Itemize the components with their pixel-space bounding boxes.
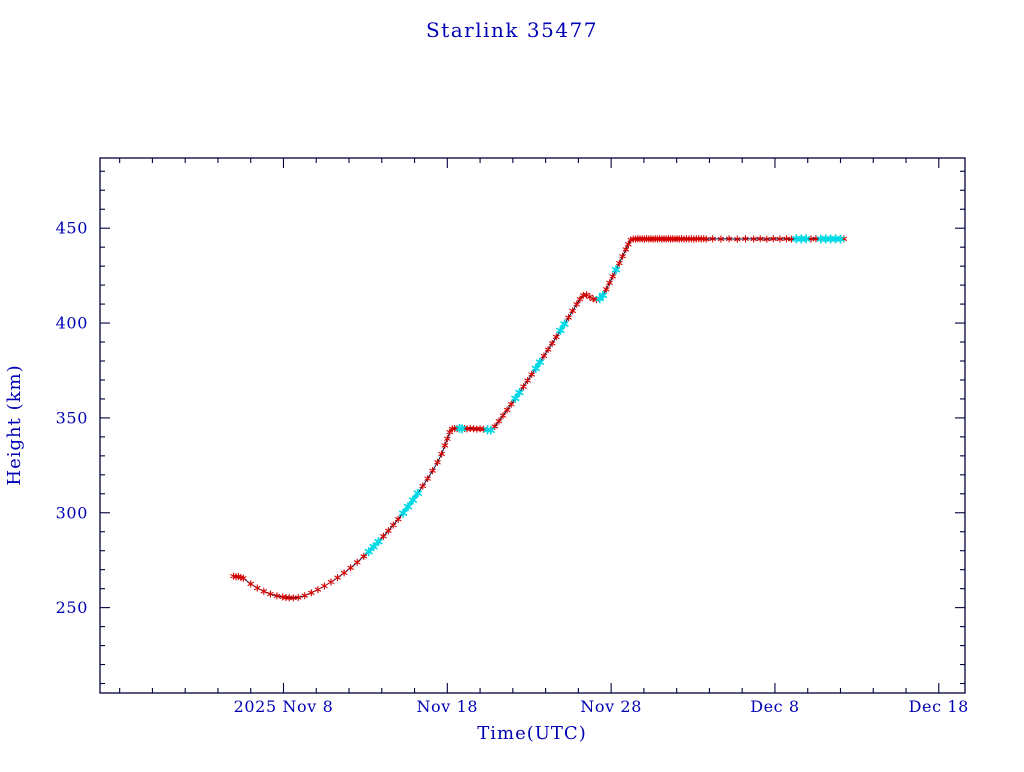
red-asterisk-marker	[610, 273, 615, 279]
red-asterisk-marker	[439, 451, 444, 457]
x-tick-label: Dec 8	[750, 697, 800, 716]
x-tick-label: 2025 Nov 8	[234, 697, 334, 716]
red-asterisk-marker	[341, 570, 346, 576]
y-tick-label: 250	[56, 598, 88, 617]
height-line	[234, 239, 844, 598]
cyan-asterisk-marker	[613, 266, 620, 274]
red-asterisk-marker	[445, 436, 450, 442]
red-asterisk-marker	[315, 587, 320, 593]
red-asterisk-marker	[335, 575, 340, 581]
y-axis-label: Height (km)	[4, 364, 25, 485]
red-asterisk-marker	[248, 581, 253, 587]
y-tick-label: 450	[56, 219, 88, 238]
chart-title: Starlink 35477	[426, 18, 598, 42]
cyan-highlight-segment	[403, 493, 418, 513]
y-tick-label: 400	[56, 314, 88, 333]
red-asterisk-marker	[261, 588, 266, 594]
x-tick-label: Dec 18	[909, 697, 969, 716]
x-tick-label: Nov 18	[416, 697, 478, 716]
red-asterisk-marker	[255, 585, 260, 591]
red-asterisk-marker	[620, 253, 625, 259]
red-asterisk-marker	[302, 593, 307, 599]
y-tick-label: 350	[56, 408, 88, 427]
x-axis-label: Time(UTC)	[477, 723, 586, 744]
red-asterisk-marker	[604, 286, 609, 292]
y-tick-label: 300	[56, 503, 88, 522]
red-asterisk-marker	[435, 459, 440, 465]
red-asterisk-marker	[607, 280, 612, 286]
red-asterisk-marker	[623, 246, 628, 252]
red-asterisk-marker	[626, 241, 631, 247]
x-tick-label: Nov 28	[580, 697, 642, 716]
plot-frame-and-axes: 2025 Nov 8 Nov 18 Nov 28 Dec 8 Dec 18 250 300 3…	[56, 158, 969, 716]
red-asterisk-marker	[617, 260, 622, 266]
height-data-series	[231, 235, 847, 601]
red-asterisk-marker	[322, 583, 327, 589]
red-asterisk-marker	[328, 579, 333, 585]
red-asterisk-marker	[268, 591, 273, 597]
red-asterisk-marker	[309, 590, 314, 596]
red-asterisk-marker	[587, 294, 592, 300]
red-asterisk-marker	[442, 442, 447, 448]
